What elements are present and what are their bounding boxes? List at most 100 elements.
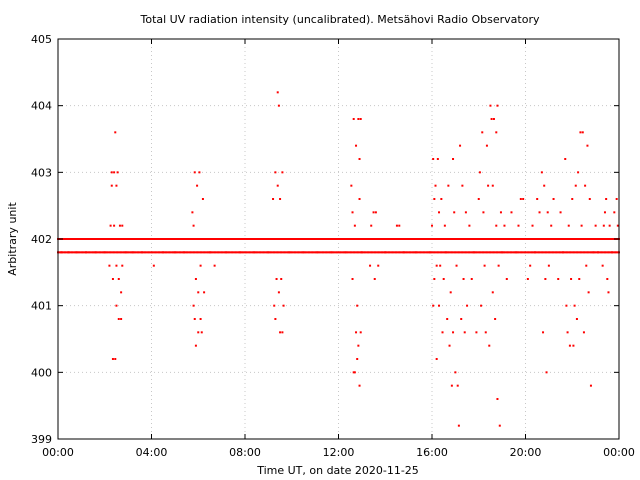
data-point [129, 251, 132, 254]
data-point [115, 238, 118, 240]
data-point [152, 251, 155, 254]
data-point [75, 238, 78, 240]
data-point [491, 238, 494, 240]
data-point [481, 131, 484, 134]
data-point [148, 238, 151, 240]
data-point [564, 238, 567, 240]
data-point [431, 224, 433, 227]
data-point [407, 238, 410, 240]
data-point [250, 251, 253, 254]
data-point [451, 251, 454, 254]
data-point [435, 251, 438, 254]
data-point [536, 238, 539, 240]
data-point [465, 251, 468, 254]
data-point [324, 251, 327, 254]
data-point [603, 211, 606, 214]
data-point [386, 238, 389, 240]
data-point [263, 238, 266, 240]
data-point [602, 251, 605, 254]
data-point [139, 238, 142, 240]
data-point [528, 238, 531, 240]
data-point [438, 304, 441, 307]
data-point [71, 251, 74, 254]
data-point [467, 251, 470, 254]
data-point [588, 198, 591, 200]
data-point [331, 251, 334, 254]
data-point [449, 251, 452, 254]
data-point [599, 238, 602, 240]
data-point [358, 158, 361, 160]
data-point [194, 278, 197, 280]
data-point [598, 251, 601, 254]
data-point [448, 344, 451, 347]
data-point [232, 251, 235, 254]
data-point [317, 238, 320, 240]
data-point [82, 251, 85, 254]
data-point [456, 238, 459, 240]
data-point [550, 224, 553, 227]
data-point [439, 238, 442, 240]
data-point [560, 238, 563, 240]
data-point [334, 251, 337, 254]
data-point [531, 238, 534, 240]
data-point [477, 238, 480, 240]
data-point [456, 384, 459, 387]
data-point [276, 91, 279, 94]
data-point [484, 331, 487, 334]
data-point [374, 211, 377, 214]
data-point [173, 251, 176, 254]
data-point [574, 184, 577, 187]
data-point [338, 238, 341, 240]
data-point [366, 251, 369, 254]
data-point [150, 251, 153, 254]
data-points [57, 91, 620, 427]
data-point [208, 251, 211, 254]
data-point [399, 251, 402, 254]
data-point [545, 251, 548, 254]
data-point [547, 251, 550, 254]
data-point [573, 304, 576, 307]
data-point [111, 238, 114, 240]
data-point [455, 238, 458, 240]
data-point [351, 278, 354, 280]
data-point [476, 251, 479, 254]
data-point [82, 238, 85, 240]
data-point [547, 264, 550, 267]
data-point [452, 331, 455, 334]
data-point [469, 251, 472, 254]
data-point [606, 278, 609, 280]
data-point [358, 238, 361, 240]
data-point [540, 171, 543, 174]
chart-title: Total UV radiation intensity (uncalibrat… [140, 13, 540, 26]
data-point [568, 238, 571, 240]
data-point [302, 251, 305, 254]
data-point [122, 251, 125, 254]
data-point [519, 198, 522, 200]
data-point [316, 238, 319, 240]
data-point [277, 104, 280, 107]
data-point [258, 251, 261, 254]
data-point [526, 278, 529, 280]
data-point [117, 238, 120, 240]
data-point [393, 251, 396, 254]
data-point [327, 238, 330, 240]
data-point [540, 251, 543, 254]
data-point [608, 224, 611, 227]
data-point [337, 251, 340, 254]
data-point [191, 251, 194, 254]
data-point [543, 251, 546, 254]
data-point [391, 238, 394, 240]
data-point [155, 251, 158, 254]
data-point [125, 238, 128, 240]
data-point [475, 331, 478, 334]
data-point [435, 264, 438, 267]
data-point [539, 251, 542, 254]
data-point [561, 251, 564, 254]
data-point [265, 238, 268, 240]
data-point [505, 238, 508, 240]
data-point [430, 238, 433, 240]
data-point [557, 238, 560, 240]
data-point [567, 238, 570, 240]
data-point [414, 251, 417, 254]
